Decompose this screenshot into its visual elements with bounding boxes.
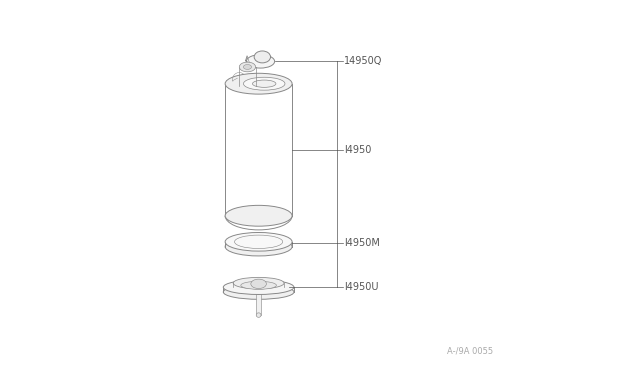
Polygon shape: [225, 216, 292, 230]
Text: 14950Q: 14950Q: [344, 57, 383, 66]
Text: l4950U: l4950U: [344, 282, 379, 292]
Ellipse shape: [251, 279, 266, 289]
Text: l4950: l4950: [344, 145, 372, 155]
Ellipse shape: [246, 55, 275, 68]
Ellipse shape: [243, 77, 285, 90]
Ellipse shape: [253, 80, 276, 87]
Ellipse shape: [243, 65, 252, 69]
Ellipse shape: [254, 51, 271, 63]
Ellipse shape: [225, 232, 292, 251]
Ellipse shape: [233, 278, 284, 289]
Ellipse shape: [225, 73, 292, 94]
Ellipse shape: [223, 285, 294, 299]
Ellipse shape: [241, 281, 276, 289]
Ellipse shape: [225, 237, 292, 256]
Text: A-/9A 0055: A-/9A 0055: [447, 346, 493, 355]
Text: l4950M: l4950M: [344, 238, 380, 247]
Bar: [256, 292, 261, 315]
Ellipse shape: [225, 205, 292, 226]
Ellipse shape: [256, 313, 261, 317]
Ellipse shape: [239, 62, 255, 72]
Ellipse shape: [223, 280, 294, 295]
